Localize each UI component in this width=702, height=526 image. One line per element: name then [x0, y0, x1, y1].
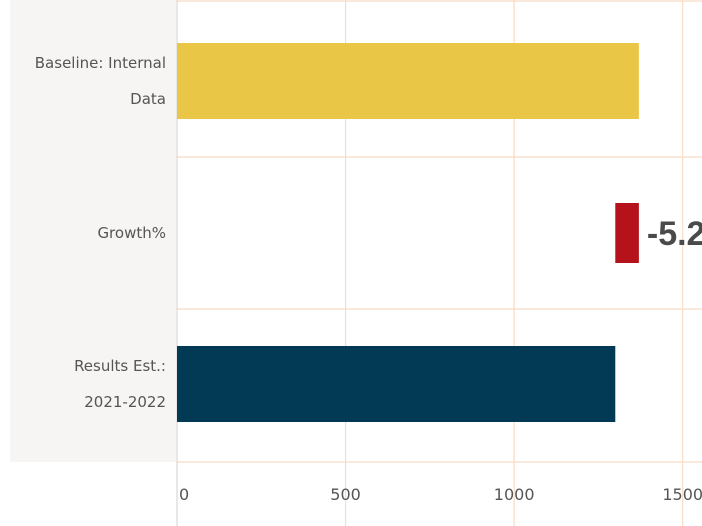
- data-label: -5.2%: [647, 215, 702, 253]
- bar: [177, 43, 639, 119]
- category-label: Results Est.:: [74, 357, 166, 375]
- category-label: Baseline: Internal: [35, 54, 166, 72]
- category-label: Growth%: [97, 224, 166, 242]
- x-tick-label: 1500: [662, 485, 702, 504]
- category-label: 2021-2022: [84, 393, 166, 411]
- x-tick-label: 0: [179, 485, 189, 504]
- growth-bar: [615, 203, 639, 263]
- x-tick-label: 1000: [494, 485, 535, 504]
- x-tick-label: 500: [330, 485, 361, 504]
- x-tick-labels: 0 500 1000 1500: [179, 485, 702, 504]
- bars: -5.2%: [177, 43, 702, 422]
- category-labels: Baseline: Internal Data Growth% Results Est…: [35, 54, 166, 411]
- category-label-panel: [10, 0, 176, 462]
- category-label: Data: [130, 90, 166, 108]
- bar: [177, 346, 616, 422]
